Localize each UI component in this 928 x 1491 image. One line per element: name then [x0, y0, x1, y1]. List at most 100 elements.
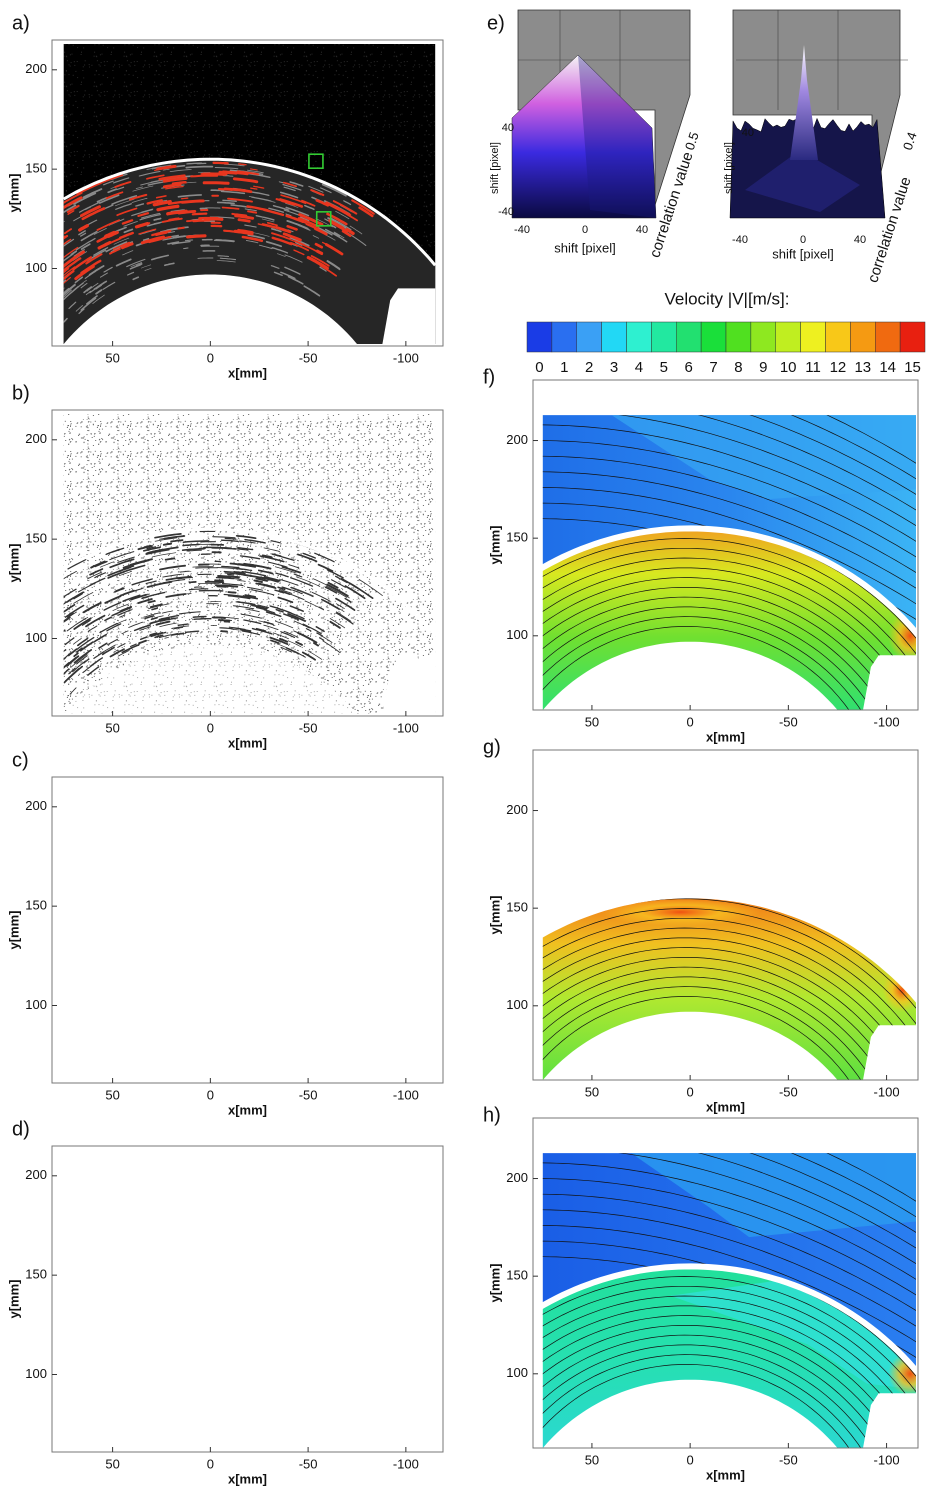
x-tick-label: 50	[105, 350, 119, 365]
colorbar-tick-label: 7	[709, 359, 717, 376]
streak	[56, 684, 62, 690]
streak	[37, 292, 47, 303]
y-tick-label: 150	[506, 900, 528, 915]
y-tick-label: 150	[25, 1267, 47, 1282]
colorbar-tick-label: 12	[830, 359, 847, 376]
colorbar-swatch	[527, 322, 552, 352]
streak	[13, 247, 24, 258]
streak	[38, 589, 59, 604]
streak	[51, 647, 56, 651]
streak	[34, 219, 42, 225]
panel-label: d)	[12, 1118, 30, 1140]
streak	[188, 236, 205, 237]
streak	[0, 256, 3, 262]
streak	[47, 278, 54, 285]
streak	[196, 568, 218, 569]
streak	[41, 650, 55, 663]
x-tick-label: -40	[514, 224, 530, 236]
streak	[38, 651, 47, 660]
streak	[9, 257, 24, 273]
x-tick-label: -50	[299, 350, 318, 365]
colorbar-swatch	[850, 322, 875, 352]
streak	[11, 271, 18, 279]
z-tick-label: 0.5	[682, 130, 702, 152]
streak	[43, 286, 59, 302]
x-tick-label: -50	[299, 1087, 318, 1102]
streak	[39, 275, 46, 281]
y-tick-label: 150	[25, 531, 47, 546]
streak	[179, 211, 195, 213]
streak	[34, 247, 49, 260]
y-axis-label: y[mm]	[487, 1263, 502, 1302]
colorbar-tick-label: 11	[805, 359, 821, 376]
colorbar-swatch	[751, 322, 776, 352]
streak	[221, 631, 227, 632]
streak	[49, 607, 64, 618]
streak	[190, 582, 196, 583]
streak	[191, 176, 217, 177]
streak	[47, 221, 56, 227]
colorbar-tick-label: 10	[780, 359, 797, 376]
streak	[214, 163, 228, 164]
streak	[45, 661, 57, 673]
streak	[39, 659, 50, 670]
streak	[186, 167, 212, 168]
streak	[42, 285, 53, 296]
y-tick-label: 100	[25, 630, 47, 645]
colorbar-swatch	[726, 322, 751, 352]
streak	[36, 283, 40, 287]
streak	[52, 273, 60, 280]
y-tick-label: 200	[506, 1170, 528, 1185]
y-tick-label: 100	[506, 1365, 528, 1380]
x-tick-label: -100	[393, 350, 419, 365]
x-tick-label: -100	[393, 720, 419, 735]
x-axis-label: shift [pixel]	[772, 246, 833, 261]
streak	[182, 201, 203, 202]
colorbar-title: Velocity |V|[m/s]:	[664, 289, 789, 308]
streak	[16, 231, 30, 244]
streak	[46, 216, 54, 221]
colorbar-tick-label: 3	[610, 359, 618, 376]
panel-label: g)	[483, 736, 501, 758]
streak	[29, 581, 53, 598]
colorbar-tick-label: 2	[585, 359, 593, 376]
streak	[15, 244, 23, 252]
streak	[36, 590, 51, 601]
streak	[218, 202, 234, 203]
streak	[41, 292, 49, 300]
colorbar-tick-label: 0	[535, 359, 543, 376]
z-tick-label: 0.4	[900, 130, 920, 152]
streak	[5, 618, 22, 635]
panel-label: f)	[483, 366, 495, 388]
y-tick-label: 200	[25, 61, 47, 76]
colorbar-swatch	[651, 322, 676, 352]
streak	[193, 214, 207, 215]
panel-label: a)	[12, 12, 30, 34]
y-axis-label: y[mm]	[6, 1279, 21, 1318]
y-tick-label: 200	[506, 432, 528, 447]
y-tick-label: 100	[25, 997, 47, 1012]
x-tick-label: 0	[207, 720, 214, 735]
y-axis-label: y[mm]	[487, 525, 502, 564]
streak	[45, 664, 49, 668]
streak	[204, 183, 228, 184]
streak	[8, 605, 21, 617]
y-tick-label: -40	[498, 206, 514, 218]
panel-label: b)	[12, 382, 30, 404]
streak	[48, 638, 59, 648]
streak	[20, 587, 42, 604]
y-tick-label: 200	[25, 798, 47, 813]
colorbar-tick-label: 1	[560, 359, 568, 376]
y-tick-label: 200	[25, 431, 47, 446]
colorbar-swatch	[602, 322, 627, 352]
colorbar-swatch	[875, 322, 900, 352]
colorbar-swatch	[701, 322, 726, 352]
x-tick-label: 50	[105, 720, 119, 735]
streak	[164, 544, 171, 545]
colorbar-swatch	[826, 322, 851, 352]
y-axis-label: y[mm]	[6, 910, 21, 949]
streak	[27, 283, 32, 288]
y-tick-label: 150	[506, 530, 528, 545]
panel-label: e)	[487, 12, 505, 34]
